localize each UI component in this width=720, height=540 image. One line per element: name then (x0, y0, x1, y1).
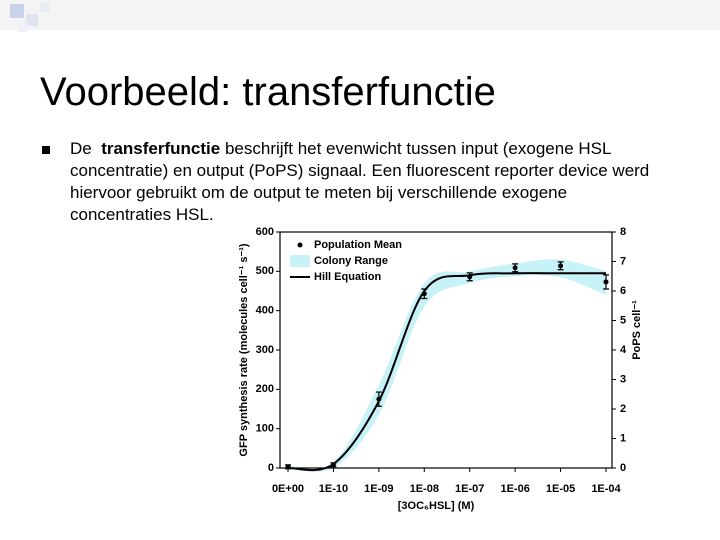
legend-label: Hill Equation (314, 271, 382, 283)
y2-tick-label: 7 (620, 255, 626, 267)
x-tick-label: 1E-09 (364, 483, 393, 495)
x-tick-label: 1E-04 (591, 483, 621, 495)
x-tick-label: 0E+00 (272, 483, 304, 495)
legend-point (297, 242, 303, 248)
y2-tick-label: 8 (620, 226, 626, 238)
mean-point (421, 291, 427, 297)
y-tick-label: 500 (256, 265, 274, 277)
x-tick-label: 1E-08 (410, 483, 439, 495)
mean-point (376, 396, 382, 402)
mean-point (330, 462, 336, 468)
y-tick-label: 300 (256, 344, 274, 356)
bullet-lead: De (70, 139, 92, 158)
range-band (288, 259, 606, 472)
legend-label: Colony Range (314, 255, 388, 267)
mean-point (512, 265, 518, 271)
bullet-marker (42, 146, 50, 154)
hill-curve (287, 272, 606, 472)
y-tick-label: 100 (256, 423, 274, 435)
y-axis-label: GFP synthesis rate (molecules cell⁻¹ s⁻¹… (238, 243, 250, 456)
bullet-text: De transferfunctie beschrijft het evenwi… (70, 138, 660, 226)
x-axis-label: [3OC₆HSL] (M) (398, 500, 475, 512)
mean-point (558, 263, 564, 269)
y-tick-label: 0 (268, 462, 274, 474)
slide-title: Voorbeeld: transferfunctie (40, 70, 496, 114)
y-tick-label: 600 (256, 226, 274, 238)
legend-label: Population Mean (314, 239, 402, 251)
y2-tick-label: 6 (620, 285, 626, 297)
x-tick-label: 1E-06 (500, 483, 529, 495)
y2-tick-label: 0 (620, 462, 626, 474)
y2-tick-label: 1 (620, 432, 626, 444)
y2-tick-label: 5 (620, 314, 626, 326)
y-tick-label: 200 (256, 383, 274, 395)
x-tick-label: 1E-07 (455, 483, 484, 495)
y-tick-label: 400 (256, 305, 274, 317)
mean-point (467, 274, 473, 280)
decoration (0, 0, 720, 32)
x-tick-label: 1E-05 (546, 483, 575, 495)
y2-axis-label: PoPS cell⁻¹ (631, 300, 643, 360)
y2-tick-label: 2 (620, 403, 626, 415)
bullet-bold: transferfunctie (101, 139, 221, 158)
mean-point (603, 279, 609, 285)
y2-tick-label: 4 (620, 344, 627, 356)
y2-tick-label: 3 (620, 373, 626, 385)
bullet-rest: beschrijft het evenwicht tussen input (e… (70, 139, 650, 224)
legend-band (290, 255, 310, 267)
x-tick-label: 1E-10 (319, 483, 348, 495)
